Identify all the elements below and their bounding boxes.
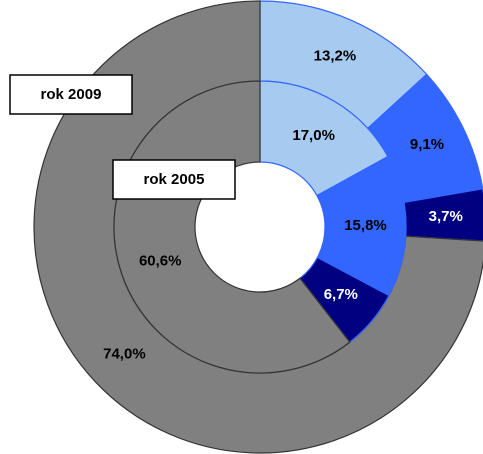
- value-label: 17,0%: [292, 127, 335, 144]
- series-label-box: [112, 159, 236, 200]
- value-label: 9,1%: [410, 136, 444, 153]
- series-label: rok 2009: [41, 86, 102, 103]
- value-label: 3,7%: [429, 208, 463, 225]
- series-label: rok 2005: [144, 171, 205, 188]
- series-label-box: [9, 74, 133, 115]
- slice: [113, 80, 351, 374]
- value-label: 74,0%: [103, 345, 146, 362]
- value-label: 60,6%: [139, 252, 182, 269]
- value-label: 13,2%: [314, 48, 357, 65]
- slice: [316, 155, 407, 297]
- value-label: 6,7%: [324, 286, 358, 303]
- value-label: 15,8%: [344, 217, 387, 234]
- slice: [259, 80, 389, 197]
